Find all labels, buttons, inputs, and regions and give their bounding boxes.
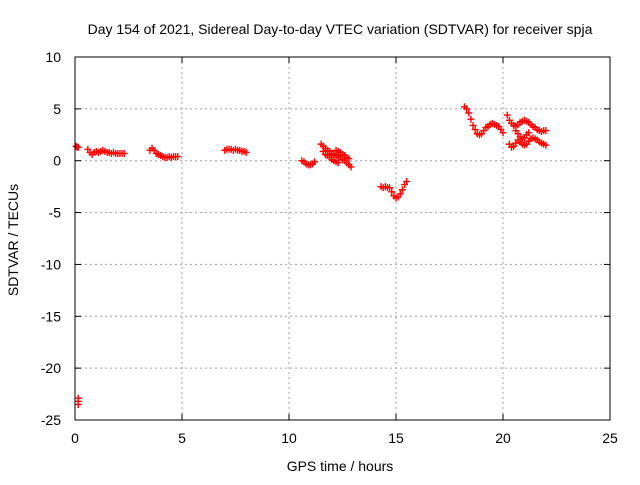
y-tick-label: -15	[41, 308, 61, 324]
y-tick-label: -20	[41, 360, 61, 376]
data-point	[542, 127, 550, 135]
data-point	[398, 186, 406, 194]
y-tick-label: 5	[53, 101, 61, 117]
data-point	[174, 153, 182, 161]
data-point	[465, 109, 473, 117]
x-tick-label: 10	[281, 430, 297, 446]
chart-title: Day 154 of 2021, Sidereal Day-to-day VTE…	[88, 21, 593, 37]
grid-lines	[75, 57, 610, 420]
data-point	[525, 129, 533, 137]
x-tick-label: 15	[388, 430, 404, 446]
y-tick-label: -10	[41, 256, 61, 272]
data-point	[74, 400, 82, 408]
y-tick-label: 10	[45, 49, 61, 65]
plot-frame	[74, 56, 611, 421]
x-tick-label: 5	[178, 430, 186, 446]
data-point	[503, 111, 511, 119]
data-points	[72, 103, 550, 408]
data-point	[388, 188, 396, 196]
data-point	[469, 121, 477, 129]
data-point	[386, 184, 394, 192]
y-tick-label: -5	[49, 205, 62, 221]
x-tick-label: 20	[495, 430, 511, 446]
data-point	[471, 126, 479, 134]
data-point	[463, 105, 471, 113]
x-tick-label: 25	[602, 430, 618, 446]
data-point	[74, 143, 82, 151]
axis-ticks	[74, 56, 611, 421]
y-axis-label: SDTVAR / TECUs	[5, 184, 21, 296]
data-point	[347, 163, 355, 171]
y-tick-label: 0	[53, 153, 61, 169]
data-point	[403, 177, 411, 185]
data-point	[311, 158, 319, 166]
data-point	[542, 141, 550, 149]
data-point	[499, 129, 507, 137]
y-tick-label: -25	[41, 412, 61, 428]
data-point	[334, 159, 342, 167]
data-point	[396, 190, 404, 198]
data-point	[120, 149, 128, 157]
data-point	[467, 115, 475, 123]
tick-labels: 0 5 10 15 20 25 10 5 0 -5 -10 -15 -20 -25	[41, 49, 618, 446]
x-axis-label: GPS time / hours	[287, 458, 394, 474]
x-tick-label: 0	[71, 430, 79, 446]
data-point	[345, 155, 353, 163]
data-point	[242, 148, 250, 156]
